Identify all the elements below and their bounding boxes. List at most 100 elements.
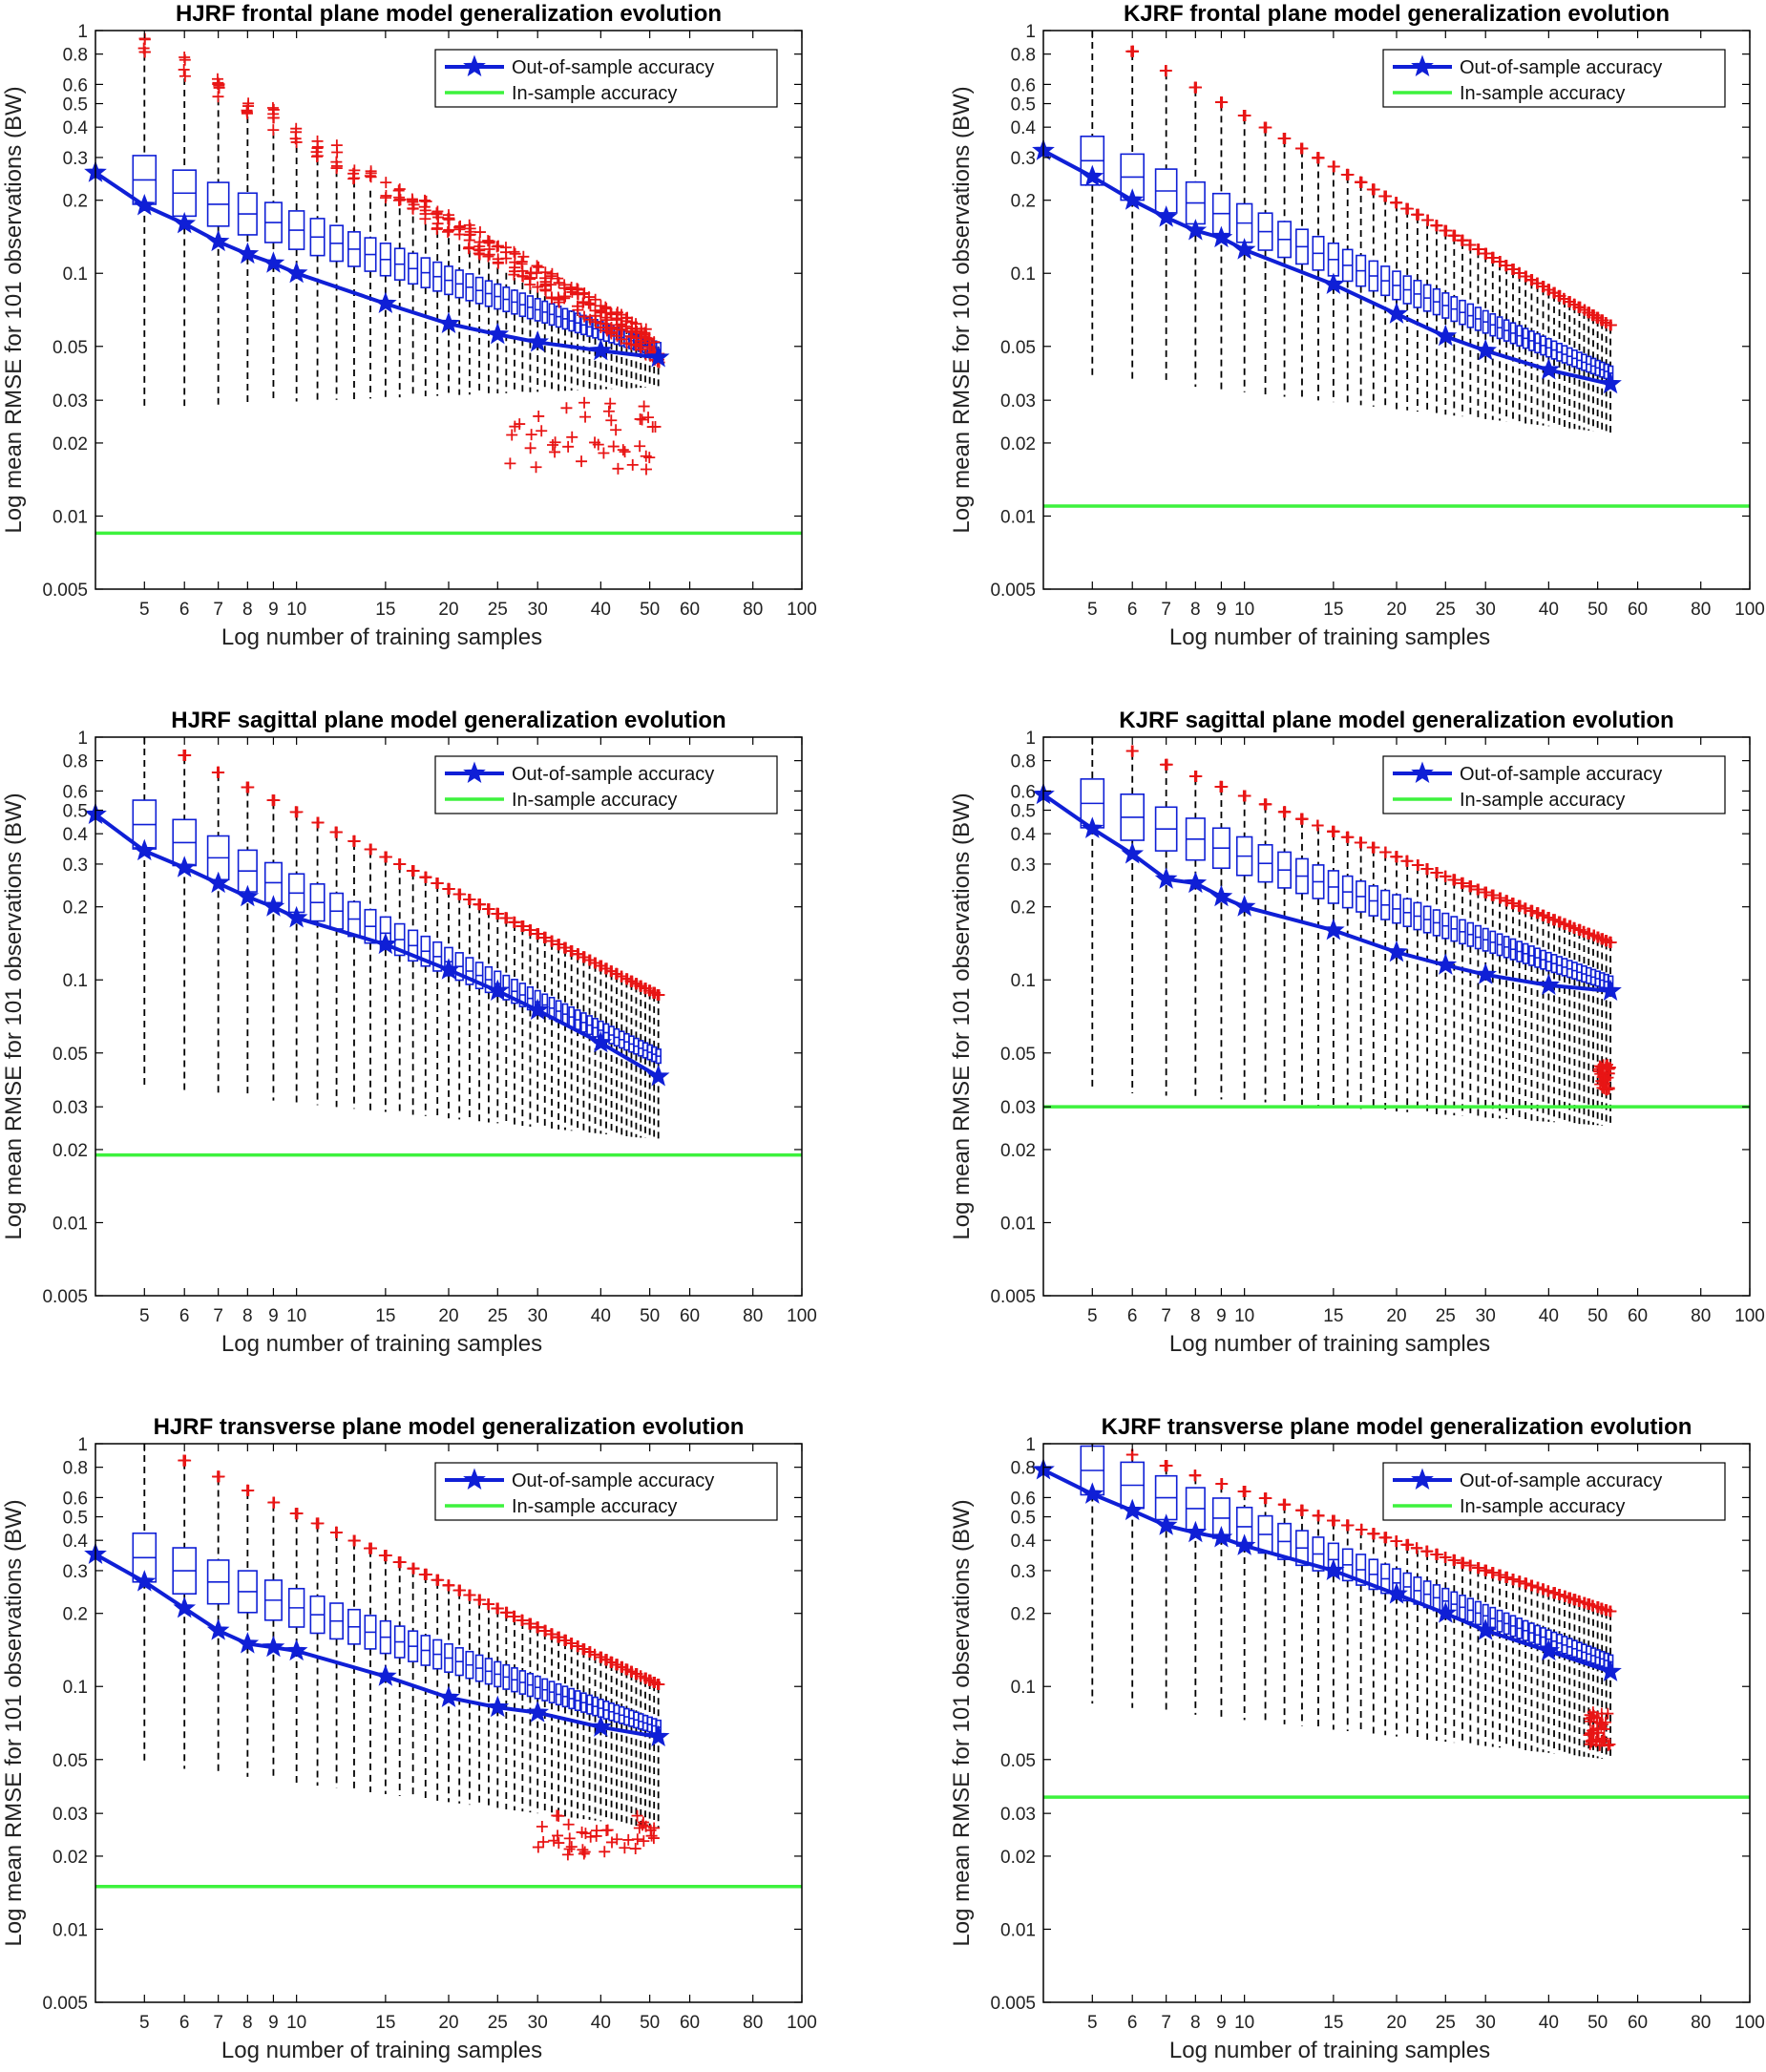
x-tick-label: 15 (375, 600, 395, 620)
outlier-marker (631, 1809, 643, 1822)
outlier-marker (589, 957, 601, 969)
legend: Out-of-sample accuracy In-sample accuracy (1382, 755, 1726, 814)
y-tick-label: 0.3 (63, 149, 88, 169)
outlier-marker (431, 877, 443, 889)
outlier-marker (643, 452, 656, 464)
outlier-marker (483, 235, 495, 247)
outlier-marker (583, 1646, 596, 1658)
outlier-marker (1259, 121, 1272, 134)
outlier-marker (579, 411, 592, 423)
outlier-marker (179, 750, 191, 762)
legend-in-sample-label: In-sample accuracy (512, 790, 677, 811)
y-tick-label: 0.8 (1011, 752, 1036, 772)
y-tick-label: 0.5 (63, 1509, 88, 1529)
boxplot-group (1080, 31, 1614, 433)
x-axis-label: Log number of training samples (221, 1331, 542, 1357)
legend: Out-of-sample accuracy In-sample accuracy (434, 755, 778, 814)
y-tick-label: 0.1 (1011, 971, 1036, 991)
y-tick-label: 1 (77, 22, 88, 42)
x-tick-label: 20 (438, 1306, 458, 1326)
out-of-sample-point (206, 871, 230, 894)
x-tick-label: 9 (1216, 1306, 1227, 1326)
outlier-marker (571, 283, 583, 295)
outlier-marker (1448, 229, 1461, 242)
y-tick-label: 0.005 (990, 581, 1036, 601)
out-of-sample-point (589, 1030, 613, 1053)
y-axis-label: Log mean RMSE for 101 observations (BW) (949, 1499, 975, 1946)
outlier-marker (558, 941, 571, 954)
outlier-marker (504, 457, 516, 470)
outlier-marker (640, 463, 652, 476)
out-of-sample-point (284, 261, 308, 284)
outlier-marker (463, 894, 475, 906)
outlier-group (1125, 1448, 1617, 1752)
outlier-marker (1519, 1577, 1531, 1590)
outlier-marker (516, 270, 529, 283)
y-tick-label: 0.1 (1011, 264, 1036, 285)
outlier-marker (536, 1821, 548, 1833)
outlier-marker (492, 256, 504, 268)
y-tick-label: 0.6 (1011, 1489, 1036, 1509)
out-of-sample-point (1154, 867, 1178, 889)
outlier-marker (1367, 1528, 1379, 1540)
outlier-marker (348, 1534, 361, 1547)
outlier-marker (537, 1835, 550, 1848)
outlier-marker (406, 193, 418, 205)
outlier-marker (364, 843, 376, 856)
x-tick-label: 50 (1587, 2013, 1608, 2033)
y-tick-label: 0.1 (63, 1678, 88, 1698)
out-of-sample-point (262, 251, 285, 273)
y-tick-label: 0.005 (42, 1994, 88, 2014)
x-tick-label: 10 (1234, 600, 1254, 620)
outlier-marker (393, 858, 406, 871)
outlier-marker (578, 396, 591, 409)
legend-star-marker (463, 1468, 486, 1491)
x-tick-label: 5 (1087, 600, 1098, 620)
outlier-marker (525, 429, 537, 441)
x-tick-label: 5 (1087, 1306, 1098, 1326)
y-tick-label: 1 (1025, 729, 1036, 749)
outlier-marker (1500, 895, 1512, 907)
x-tick-label: 20 (438, 600, 458, 620)
outlier-marker (536, 425, 548, 437)
outlier-group (178, 1454, 665, 1861)
out-of-sample-point (374, 932, 397, 955)
outlier-marker (553, 293, 565, 306)
y-tick-label: 0.005 (990, 1287, 1036, 1307)
outlier-marker (380, 192, 392, 204)
x-tick-label: 15 (375, 1306, 395, 1326)
out-of-sample-point (1232, 1533, 1256, 1555)
legend-box (1382, 755, 1726, 814)
out-of-sample-point (486, 322, 510, 345)
outlier-marker (242, 781, 255, 793)
outlier-marker (647, 1832, 660, 1845)
x-tick-label: 40 (1539, 1306, 1559, 1326)
outlier-marker (561, 1849, 574, 1861)
outlier-marker (1465, 880, 1478, 893)
outlier-marker (619, 1842, 631, 1854)
chart-title: HJRF transverse plane model generalizati… (154, 1414, 745, 1440)
outlier-marker (1279, 1498, 1292, 1511)
outlier-marker (1402, 202, 1414, 215)
outlier-marker (473, 226, 486, 239)
y-tick-label: 0.8 (1011, 1459, 1036, 1479)
out-of-sample-point (236, 242, 260, 264)
outlier-marker (442, 209, 454, 222)
outlier-marker (1595, 1735, 1608, 1747)
x-tick-label: 9 (268, 2013, 279, 2033)
y-tick-label: 0.02 (1000, 1848, 1036, 1868)
outlier-marker (642, 333, 655, 346)
x-tick-label: 50 (1587, 1306, 1608, 1326)
outlier-marker (1472, 1562, 1484, 1575)
outlier-marker (1457, 877, 1469, 889)
x-tick-label: 80 (743, 600, 763, 620)
outlier-marker (178, 63, 190, 75)
outlier-marker (642, 412, 655, 424)
x-tick-label: 9 (268, 1306, 279, 1326)
y-tick-label: 0.03 (1000, 391, 1036, 412)
legend-in-sample-label: In-sample accuracy (512, 1496, 677, 1517)
x-tick-label: 25 (488, 2013, 508, 2033)
outlier-marker (499, 912, 512, 924)
outlier-marker (634, 412, 646, 425)
outlier-marker (312, 816, 325, 829)
